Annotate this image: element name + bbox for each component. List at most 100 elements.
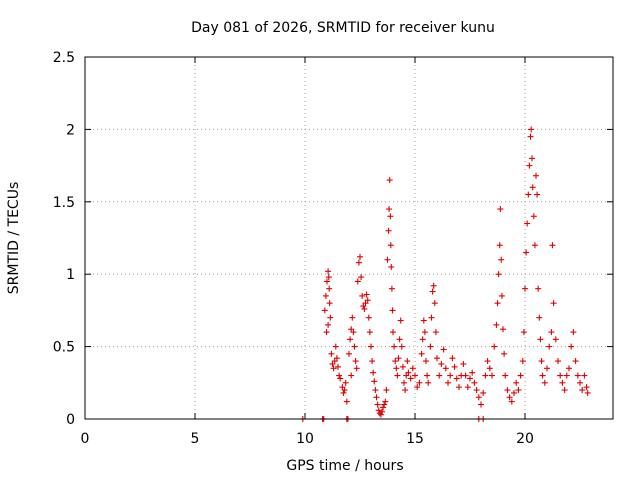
data-point <box>327 314 334 321</box>
y-tick-label: 0.5 <box>53 340 75 356</box>
data-point <box>399 363 406 370</box>
data-point <box>388 285 395 292</box>
data-point <box>494 300 501 307</box>
data-point <box>390 329 396 336</box>
data-point <box>425 379 432 386</box>
data-point <box>486 365 493 372</box>
data-point <box>525 191 532 198</box>
data-point <box>536 314 543 321</box>
data-point <box>489 372 495 379</box>
data-point <box>379 408 385 415</box>
data-point <box>497 206 504 213</box>
data-point <box>375 407 382 414</box>
data-point <box>529 155 536 162</box>
data-point <box>401 379 407 386</box>
data-point <box>559 379 566 386</box>
data-point <box>354 278 361 285</box>
data-point <box>341 387 348 394</box>
data-point <box>491 343 498 350</box>
data-point <box>349 314 356 321</box>
data-point <box>392 358 399 365</box>
data-point <box>409 365 416 372</box>
data-point <box>424 372 431 379</box>
data-point <box>321 307 328 314</box>
data-point <box>391 343 398 350</box>
y-axis-label: SRMTID / TECUs <box>6 182 22 295</box>
data-point <box>453 375 460 382</box>
data-point <box>451 363 458 370</box>
data-point <box>324 278 330 285</box>
data-point <box>353 365 360 372</box>
data-points <box>299 126 591 422</box>
data-point <box>574 372 581 379</box>
data-point <box>336 372 343 379</box>
data-point <box>397 317 404 324</box>
data-point <box>377 411 384 418</box>
data-point <box>513 379 520 386</box>
data-point <box>484 358 491 365</box>
data-point <box>431 300 438 307</box>
data-point <box>365 314 372 321</box>
data-point <box>333 355 340 362</box>
data-point <box>534 191 541 198</box>
data-point <box>449 355 456 362</box>
data-point <box>337 375 344 382</box>
data-point <box>357 253 363 260</box>
data-point <box>325 268 332 275</box>
data-point <box>326 285 333 292</box>
data-point <box>480 389 487 396</box>
data-point <box>423 358 429 365</box>
x-tick-label: 10 <box>296 431 314 447</box>
data-point <box>434 355 440 362</box>
data-point <box>527 133 534 140</box>
data-point <box>496 242 503 249</box>
data-point <box>460 360 467 367</box>
data-point <box>387 242 394 249</box>
data-point <box>498 292 505 299</box>
data-point <box>482 372 489 379</box>
data-point <box>387 213 394 220</box>
data-point <box>421 329 428 336</box>
data-point <box>584 389 591 396</box>
data-point <box>523 249 530 256</box>
data-point <box>546 343 553 350</box>
data-point <box>419 336 426 343</box>
data-point <box>462 372 469 379</box>
y-tick-label: 1.5 <box>53 195 75 211</box>
data-point <box>456 384 462 391</box>
data-point <box>382 398 389 405</box>
data-point <box>552 336 559 343</box>
data-point <box>447 372 454 379</box>
data-point <box>389 307 396 314</box>
data-point <box>495 271 502 278</box>
data-point <box>502 372 509 379</box>
data-point <box>383 387 390 394</box>
x-tick-label: 15 <box>406 431 424 447</box>
data-point <box>386 177 393 184</box>
data-point <box>583 384 590 391</box>
data-point <box>366 329 373 336</box>
chart-title: Day 081 of 2026, SRMTID for receiver kun… <box>191 20 495 36</box>
x-tick-labels: 0 5 10 15 20 <box>81 431 534 447</box>
data-point <box>323 329 330 336</box>
data-point <box>548 329 555 336</box>
data-point <box>436 372 443 379</box>
data-point <box>549 242 556 249</box>
data-point <box>395 355 402 362</box>
data-point <box>346 350 352 357</box>
data-point <box>340 389 347 396</box>
data-point <box>332 343 339 350</box>
data-point <box>520 329 527 336</box>
axis-ticks <box>84 56 613 420</box>
data-point <box>533 172 539 179</box>
data-point <box>370 369 377 376</box>
data-point <box>504 387 511 394</box>
data-point <box>515 387 522 394</box>
data-point <box>363 291 370 298</box>
x-tick-label: 0 <box>81 431 90 447</box>
x-axis-label: GPS time / hours <box>286 458 403 474</box>
data-point <box>432 329 439 336</box>
data-point <box>467 375 473 382</box>
data-point <box>469 369 476 376</box>
data-point <box>529 184 536 191</box>
